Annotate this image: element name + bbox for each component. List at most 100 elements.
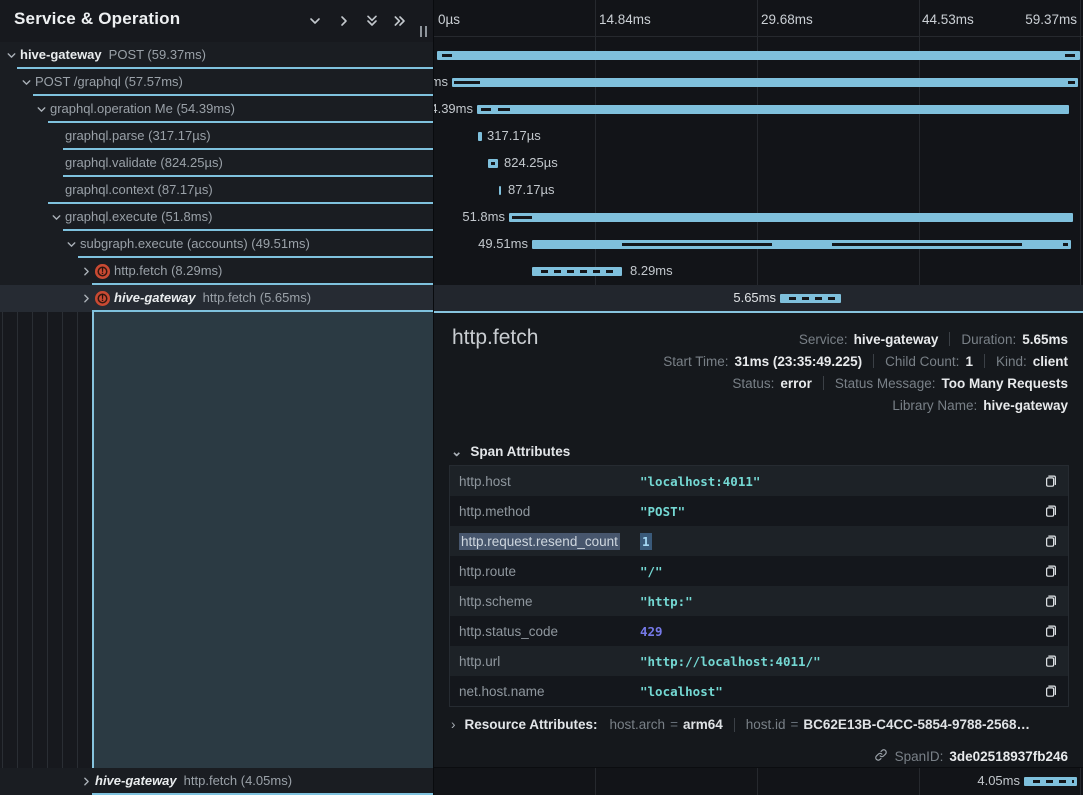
tree-row[interactable]: graphql.operation Me (54.39ms) <box>0 96 434 123</box>
span-name: graphql.operation Me (54.39ms) <box>50 101 235 116</box>
copy-button[interactable] <box>1034 502 1068 520</box>
panel-divider[interactable] <box>433 0 434 795</box>
tick-label: 29.68ms <box>761 12 813 27</box>
child-marker <box>1065 54 1075 57</box>
service-operation-panel: Service & Operation hive-gatewayPOST (59… <box>0 0 434 795</box>
attribute-value: "POST" <box>640 504 1034 519</box>
copy-button[interactable] <box>1034 622 1068 640</box>
copy-button[interactable] <box>1034 472 1068 490</box>
chevron-right-icon[interactable] <box>80 292 93 305</box>
bar-duration-label: 317.17µs <box>487 128 541 143</box>
resource-attributes-section[interactable]: › Resource Attributes: host.arch = arm64… <box>451 717 1066 732</box>
tree-row[interactable]: ! http.fetch (8.29ms) <box>0 258 434 285</box>
tree-row[interactable]: graphql.context (87.17µs) <box>0 177 434 204</box>
timeline-row <box>434 42 1083 69</box>
resource-value: BC62E13B-C4CC-5854-9788-2568… <box>803 717 1030 732</box>
child-marker <box>442 54 452 57</box>
child-marker <box>512 216 532 219</box>
bar-duration-label: 51.8ms <box>462 209 505 224</box>
chevron-down-icon[interactable] <box>307 13 325 29</box>
span-bar[interactable] <box>452 78 1078 87</box>
span-attributes-section[interactable]: ⌄Span Attributes <box>451 444 570 460</box>
tick-label: 59.37ms <box>1025 12 1077 27</box>
meta-label: Start Time: <box>663 354 728 369</box>
chevron-down-icon: ⌄ <box>451 444 462 460</box>
copy-button[interactable] <box>1034 562 1068 580</box>
resource-key: host.id <box>746 717 786 732</box>
span-bar[interactable] <box>509 213 1073 222</box>
span-name: http.fetch (5.65ms) <box>203 290 311 305</box>
panel-resize-handle[interactable] <box>420 24 432 37</box>
chevron-down-icon[interactable] <box>65 238 78 251</box>
span-bar[interactable] <box>532 240 1071 249</box>
tree-row[interactable]: graphql.validate (824.25µs) <box>0 150 434 177</box>
meta-label: Status Message: <box>835 376 936 391</box>
attribute-row-selected: http.request.resend_count 1 <box>450 526 1068 556</box>
indent-guide <box>47 231 48 795</box>
status-message-value: Too Many Requests <box>941 376 1068 391</box>
double-chevron-right-icon[interactable] <box>392 13 410 29</box>
panel-title: Service & Operation <box>14 9 180 29</box>
timeline-row: 54.39ms <box>434 96 1083 123</box>
status-value: error <box>780 376 812 391</box>
span-name: graphql.context (87.17µs) <box>65 182 213 197</box>
tree-row[interactable]: hive-gatewayhttp.fetch (4.05ms) <box>0 768 434 795</box>
chevron-down-icon[interactable] <box>50 211 63 224</box>
tree-row[interactable]: POST /graphql (57.57ms) <box>0 69 434 96</box>
chevron-right-icon[interactable] <box>80 265 93 278</box>
child-marker <box>832 243 1022 246</box>
chevron-right-icon[interactable] <box>80 775 93 788</box>
resource-key: host.arch <box>610 717 666 732</box>
span-name: POST /graphql (57.57ms) <box>35 74 183 89</box>
meta-label: Library Name: <box>892 398 977 413</box>
copy-button[interactable] <box>1034 532 1068 550</box>
tree-row-selected[interactable]: ! hive-gatewayhttp.fetch (5.65ms) <box>0 285 434 312</box>
divider <box>949 332 950 346</box>
divider <box>734 718 735 732</box>
meta-value: client <box>1033 354 1068 369</box>
span-bar[interactable] <box>437 51 1080 60</box>
copy-button[interactable] <box>1034 652 1068 670</box>
tree-row[interactable]: subgraph.execute (accounts) (49.51ms) <box>0 231 434 258</box>
chevron-right-icon: › <box>451 717 456 732</box>
selected-text: http.request.resend_count <box>459 533 620 550</box>
span-bar[interactable] <box>1024 777 1077 786</box>
span-bar[interactable] <box>499 186 501 195</box>
attribute-key: http.method <box>450 504 640 519</box>
chevron-down-icon[interactable] <box>5 49 18 62</box>
meta-label: Service: <box>799 332 848 347</box>
chevron-right-icon[interactable] <box>336 13 354 29</box>
meta-line: Start Time: 31ms (23:35:49.225) Child Co… <box>508 350 1068 372</box>
attribute-key: http.scheme <box>450 594 640 609</box>
span-name: http.fetch (8.29ms) <box>114 263 222 278</box>
detail-left-backdrop <box>92 312 434 768</box>
attribute-value: 1 <box>640 534 1034 549</box>
tree-row[interactable]: graphql.execute (51.8ms) <box>0 204 434 231</box>
attribute-key: http.route <box>450 564 640 579</box>
attribute-key: net.host.name <box>450 684 640 699</box>
divider <box>823 376 824 390</box>
chevron-down-icon[interactable] <box>35 103 48 116</box>
timeline-row: 317.17µs <box>434 123 1083 150</box>
bar-duration-label: 4.05ms <box>977 773 1020 788</box>
span-name: graphql.execute (51.8ms) <box>65 209 212 224</box>
span-bar[interactable] <box>478 132 482 141</box>
link-icon[interactable] <box>874 748 888 765</box>
copy-button[interactable] <box>1034 682 1068 700</box>
span-bar[interactable] <box>780 294 841 303</box>
span-name: subgraph.execute (accounts) (49.51ms) <box>80 236 310 251</box>
meta-line: Status: error Status Message: Too Many R… <box>508 372 1068 394</box>
tree-row[interactable]: hive-gatewayPOST (59.37ms) <box>0 42 434 69</box>
tick-label: 44.53ms <box>922 12 974 27</box>
span-id-value: 3de02518937fb246 <box>949 749 1068 764</box>
span-bar[interactable] <box>532 267 622 276</box>
tree-row[interactable]: graphql.parse (317.17µs) <box>0 123 434 150</box>
chevron-down-icon[interactable] <box>20 76 33 89</box>
child-marker <box>1068 81 1075 84</box>
meta-value: 5.65ms <box>1022 332 1068 347</box>
double-chevron-down-icon[interactable] <box>364 13 382 29</box>
span-bar[interactable] <box>477 105 1069 114</box>
child-markers <box>1027 780 1074 783</box>
span-bar[interactable] <box>488 159 498 168</box>
copy-button[interactable] <box>1034 592 1068 610</box>
